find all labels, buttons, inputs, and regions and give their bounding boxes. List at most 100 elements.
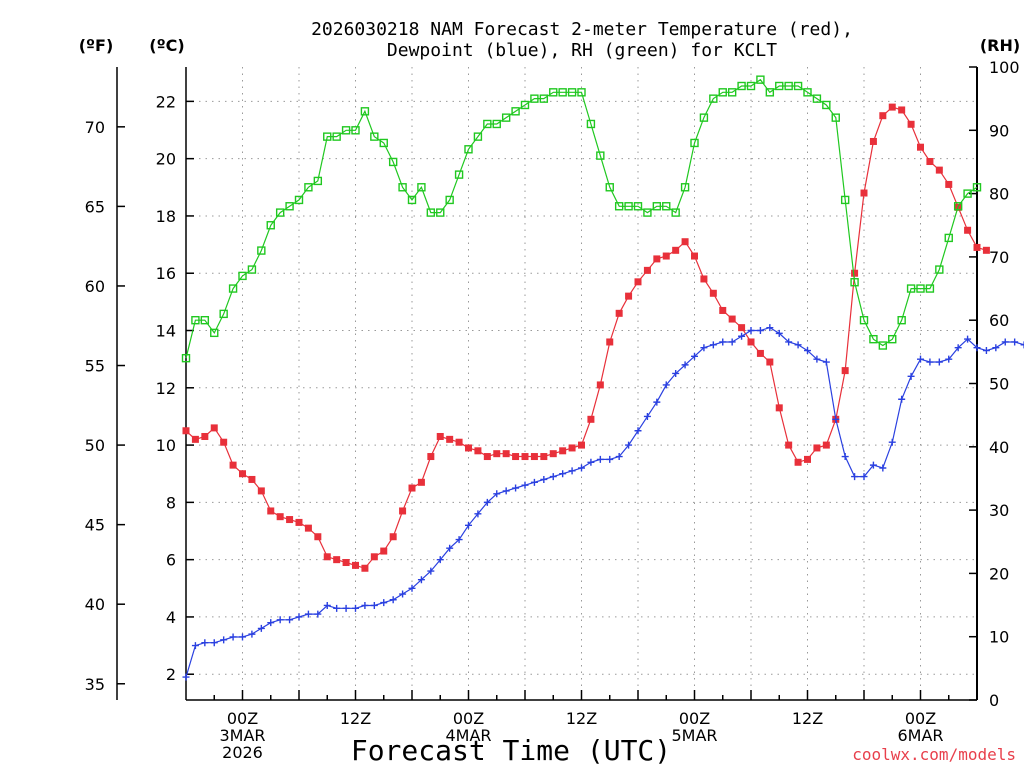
data-point (841, 367, 849, 375)
data-point (982, 246, 990, 254)
data-point (342, 559, 350, 567)
data-point (286, 516, 294, 524)
time-tick-label: 2026 (222, 743, 263, 762)
celsius-tick-label: 22 (156, 92, 176, 111)
celsius-tick-label: 2 (166, 665, 176, 684)
data-point (568, 467, 576, 475)
data-point (822, 358, 830, 366)
data-point (813, 444, 821, 452)
data-point (220, 636, 228, 644)
data-point (775, 329, 783, 337)
data-point (1001, 338, 1009, 346)
data-point (615, 309, 623, 317)
data-point (464, 145, 473, 154)
celsius-tick-label: 20 (156, 150, 176, 169)
data-point (314, 610, 322, 618)
data-point (625, 292, 633, 300)
data-point (785, 441, 793, 449)
data-point (672, 246, 680, 254)
data-point (314, 533, 322, 541)
data-point (445, 195, 454, 205)
data-point (267, 507, 275, 515)
data-point (380, 547, 388, 555)
data-point (276, 513, 284, 521)
data-point (954, 344, 962, 352)
data-point (727, 88, 737, 97)
data-point (738, 332, 746, 340)
data-point (201, 639, 209, 647)
data-point (850, 278, 859, 287)
celsius-tick-label: 8 (166, 493, 176, 512)
data-point (239, 633, 246, 641)
data-point (361, 601, 369, 609)
data-point (916, 284, 925, 293)
data-point (624, 202, 633, 211)
data-point (370, 132, 379, 141)
data-point (454, 170, 464, 179)
data-point (399, 590, 407, 598)
data-point (323, 132, 332, 141)
data-point (879, 112, 887, 120)
celsius-tick-label: 6 (166, 551, 176, 570)
data-point (182, 673, 190, 681)
data-point (295, 613, 303, 621)
data-point (1011, 338, 1019, 346)
data-point (229, 633, 237, 641)
data-point (964, 226, 972, 234)
data-point (691, 352, 698, 360)
data-point (953, 202, 963, 211)
data-point (945, 355, 953, 363)
data-point (446, 544, 454, 552)
data-point (784, 81, 793, 91)
data-point (286, 616, 294, 624)
data-point (370, 601, 378, 609)
celsius-tick-label: 14 (156, 322, 176, 341)
data-point (917, 143, 924, 151)
data-point (747, 338, 755, 346)
data-point (633, 202, 643, 211)
rh-tick-label: 90 (989, 121, 1009, 140)
data-point (247, 265, 257, 274)
rh-tick-label: 0 (989, 691, 999, 710)
data-point (474, 510, 482, 518)
data-point (191, 642, 199, 650)
data-point (275, 208, 285, 217)
data-point (822, 441, 830, 449)
data-point (634, 278, 642, 286)
data-point (917, 355, 924, 363)
time-tick-label: 12Z (566, 709, 597, 728)
fahrenheit-tick-label: 35 (85, 675, 105, 694)
data-point (398, 183, 407, 192)
data-point (728, 315, 736, 323)
data-point (963, 189, 972, 198)
data-point (709, 289, 717, 297)
data-point (973, 344, 981, 352)
data-point (399, 507, 407, 515)
data-point (709, 94, 718, 103)
time-tick-label: 6MAR (897, 726, 943, 745)
data-point (520, 100, 530, 110)
data-point (596, 151, 605, 160)
data-point (945, 180, 953, 188)
data-point (634, 427, 642, 435)
data-point (219, 309, 228, 319)
data-point (352, 561, 359, 569)
data-point (907, 120, 915, 128)
data-point (785, 338, 793, 346)
data-point (935, 166, 943, 174)
credit-link[interactable]: coolwx.com/models (852, 745, 1016, 764)
data-point (671, 208, 680, 217)
data-point (869, 461, 877, 469)
fahrenheit-tick-label: 70 (85, 118, 105, 137)
data-point (935, 358, 943, 366)
data-point (220, 438, 228, 446)
data-point (248, 475, 256, 483)
data-point (323, 553, 331, 561)
data-point (483, 453, 491, 461)
data-point (351, 126, 360, 135)
fahrenheit-tick-label: 60 (85, 277, 105, 296)
data-point (333, 604, 341, 612)
series-relative-humidity (181, 75, 982, 363)
data-point (700, 275, 708, 283)
data-point (426, 208, 436, 217)
